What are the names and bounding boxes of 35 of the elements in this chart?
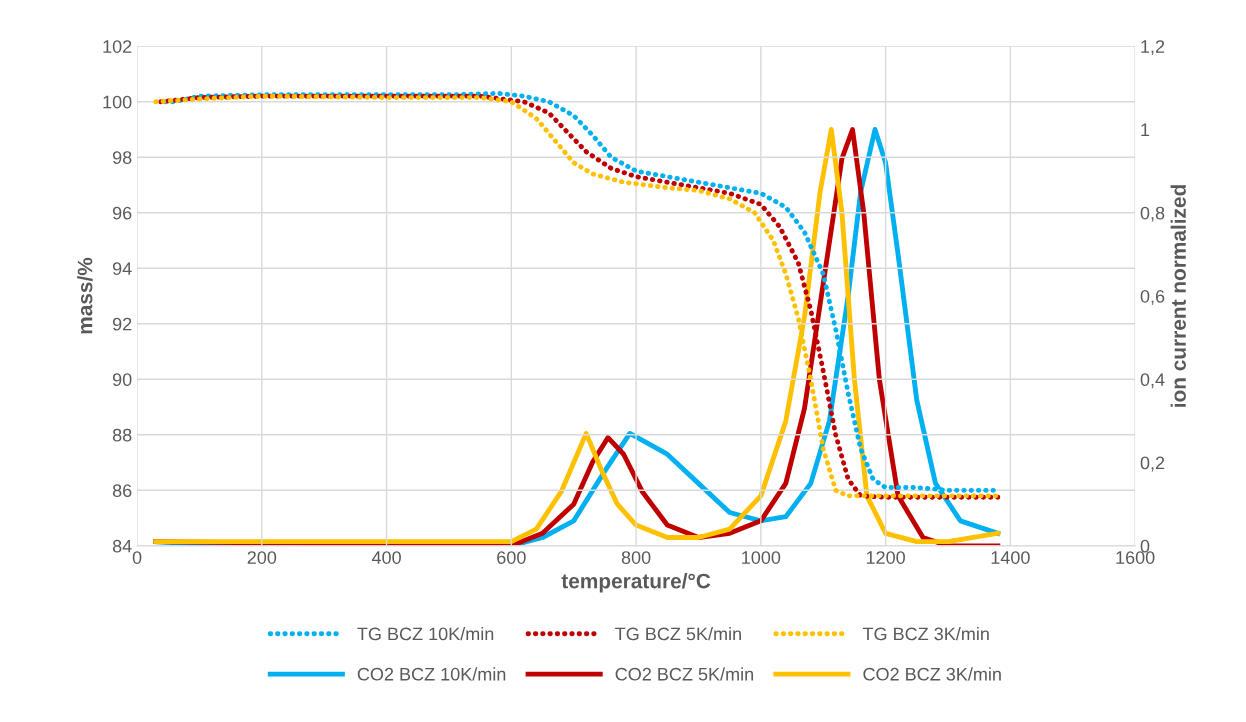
y-tick-label: 94: [112, 262, 132, 275]
y-tick-label: 92: [112, 317, 132, 331]
y2-tick-label: 0,2: [1140, 456, 1165, 472]
x-tick-label: 1000: [742, 551, 781, 564]
y2-tick-label: 0,4: [1140, 373, 1165, 389]
y2-tick-label: 0,8: [1140, 206, 1165, 222]
y-tick-label: 102: [103, 40, 132, 53]
legend-label: CO2 BCZ 3K/min: [863, 667, 1001, 681]
x-tick-label: 800: [621, 551, 651, 564]
x-tick-label: 600: [497, 551, 526, 564]
y2-tick-label: 1,2: [1141, 40, 1165, 56]
y-axis-title: mass/%: [77, 257, 93, 334]
x-tick-label: 200: [247, 551, 277, 564]
y2-tick-label: 0: [1140, 539, 1150, 553]
x-tick-label: 1600: [1116, 551, 1155, 564]
y-tick-label: 100: [103, 95, 132, 109]
y2-tick-label: 1: [1141, 123, 1150, 137]
y-tick-label: 84: [112, 539, 132, 553]
y-tick-label: 98: [112, 151, 132, 164]
legend-label: CO2 BCZ 10K/min: [357, 667, 506, 681]
x-tick-label: 0: [132, 551, 142, 564]
legend-label: TG BCZ 3K/min: [862, 627, 989, 641]
y-tick-label: 90: [112, 373, 132, 387]
y2-tick-label: 0,6: [1140, 289, 1165, 305]
y-tick-label: 88: [112, 428, 132, 442]
x-tick-label: 1400: [991, 551, 1030, 564]
legend-label: CO2 BCZ 5K/min: [615, 667, 753, 681]
x-axis-title: temperature/°C: [561, 573, 711, 593]
x-tick-label: 1200: [866, 551, 905, 564]
y-tick-label: 96: [112, 206, 132, 220]
legend-label: TG BCZ 5K/min: [615, 627, 741, 641]
legend-label: TG BCZ 10K/min: [357, 627, 494, 641]
y-tick-label: 86: [112, 484, 132, 498]
y2-axis-title: ion current normalized: [1170, 185, 1186, 407]
x-tick-label: 400: [371, 551, 401, 564]
